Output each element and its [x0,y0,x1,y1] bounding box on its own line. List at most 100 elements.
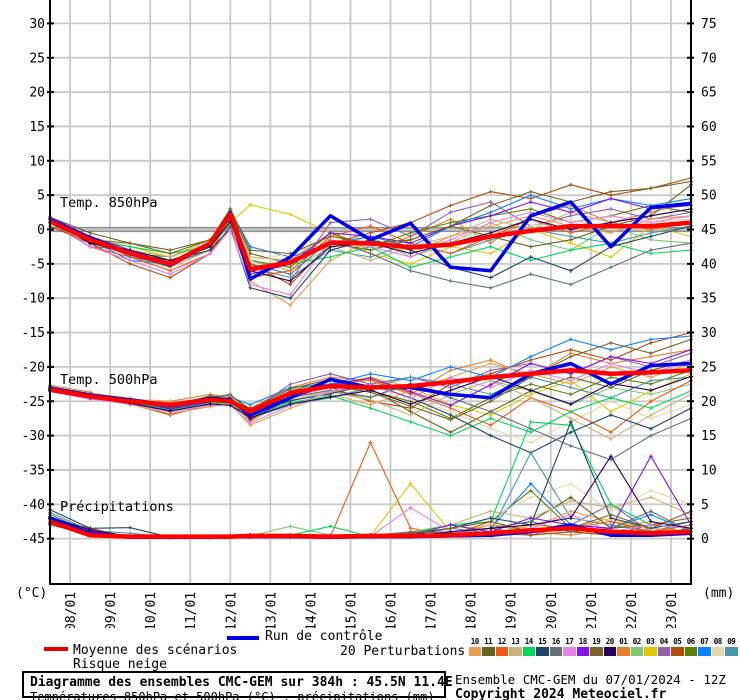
svg-text:20/01: 20/01 [545,592,560,628]
ensemble-mean [49,519,692,539]
perturbation-swatch-07: 07 [698,638,712,656]
svg-text:45: 45 [701,223,717,238]
svg-text:20: 20 [29,86,45,101]
perturbation-color-box [725,647,738,656]
ensemble-chart: 302520151050-5-10-15-20-25-30-35-40-4575… [16,0,734,628]
svg-text:20: 20 [701,395,717,410]
svg-text:40: 40 [701,257,717,272]
svg-text:19/01: 19/01 [505,592,520,628]
member-10 [49,362,692,426]
perturbation-color-box [711,647,724,656]
svg-text:12/01: 12/01 [224,592,239,628]
svg-text:10/01: 10/01 [144,592,159,628]
perturbation-swatch-19: 19 [590,638,604,656]
svg-text:15: 15 [29,120,45,135]
perturbation-color-box [522,647,535,656]
snow-risk-legend-label: Risque neige [73,657,167,672]
svg-text:25: 25 [701,360,717,375]
perturbation-swatch-01: 01 [617,638,631,656]
svg-text:22/01: 22/01 [625,592,640,628]
perturbation-number: 09 [727,637,736,646]
chart-title-box: Diagramme des ensembles CMC-GEM sur 384h… [22,671,453,700]
svg-text:10: 10 [701,463,717,478]
svg-text:-45: -45 [22,532,45,547]
perturbation-number: 06 [686,637,696,646]
mean-legend-swatch [44,647,68,651]
mean-legend-label: Moyenne des scénarios [73,643,238,658]
perturbation-number: 16 [551,637,561,646]
svg-text:0: 0 [701,532,709,547]
perturbation-swatch-17: 17 [563,638,577,656]
perturbation-swatch-03: 03 [644,638,658,656]
perturbation-number: 07 [700,637,709,646]
svg-text:15/01: 15/01 [344,592,359,628]
perturbation-number: 19 [592,637,601,646]
member-05 [49,332,692,416]
perturbation-swatch-08: 08 [711,638,725,656]
copyright-label: Copyright 2024 Meteociel.fr [455,687,667,700]
axis-unit-labels: (°C) (mm) [16,586,734,601]
svg-text:09/01: 09/01 [104,592,119,628]
svg-text:11/01: 11/01 [184,592,199,628]
perturbation-number: 12 [497,637,507,646]
svg-text:(mm): (mm) [703,586,734,601]
svg-text:Précipitations: Précipitations [60,499,174,515]
perturbation-number: 11 [484,637,493,646]
run-source-label: Ensemble CMC-GEM du 07/01/2024 - 12Z [455,672,726,687]
perturbation-swatch-20: 20 [603,638,617,656]
perturbation-swatch-14: 14 [522,638,536,656]
perturbation-swatch-12: 12 [495,638,509,656]
perturbation-color-box [536,647,549,656]
perturbation-swatch-18: 18 [576,638,590,656]
svg-text:5: 5 [701,498,709,513]
svg-text:-10: -10 [22,292,45,307]
svg-text:55: 55 [701,154,717,169]
grid-lines [50,0,691,584]
perturbation-number: 20 [605,637,615,646]
perturbation-number: 14 [524,637,534,646]
perturbation-color-box [590,647,603,656]
perturbation-number: 15 [538,637,547,646]
perturbations-legend-label: 20 Perturbations [340,644,466,659]
svg-text:18/01: 18/01 [465,592,480,628]
perturbation-swatch-11: 11 [482,638,496,656]
svg-text:08/01: 08/01 [64,592,79,628]
perturbation-swatch-09: 09 [725,638,739,656]
svg-text:75: 75 [701,17,717,32]
panel-labels: Temp. 850hPa Temp. 500hPa Précipitations [60,195,174,515]
svg-text:-35: -35 [22,463,45,478]
perturbation-color-box [576,647,589,656]
svg-text:5: 5 [37,189,45,204]
member-14 [49,216,692,268]
ensemble-mean [49,212,692,272]
svg-text:23/01: 23/01 [665,592,680,628]
member-12 [49,218,692,279]
perturbation-number: 03 [646,637,655,646]
perturbation-color-box [617,647,630,656]
member-12 [49,441,692,538]
perturbation-color-box [644,647,657,656]
perturbation-swatch-05: 05 [671,638,685,656]
svg-text:65: 65 [701,86,717,101]
perturbation-color-box [603,647,616,656]
left-axis-labels: 30 25 20 15 10 5 0 -5 -10 -15 -20 -25 -30 -35 -40 -45 [22,17,45,547]
perturbation-number: 02 [632,637,642,646]
svg-text:16/01: 16/01 [385,592,400,628]
svg-text:15: 15 [701,429,717,444]
perturbation-number: 08 [713,637,723,646]
perturbation-swatch-06: 06 [684,638,698,656]
perturbation-color-box [468,647,481,656]
member-14 [49,389,692,437]
perturbation-number: 17 [565,637,574,646]
svg-text:Temp. 850hPa: Temp. 850hPa [60,195,158,211]
svg-text:14/01: 14/01 [304,592,319,628]
perturbation-color-box [495,647,508,656]
perturbation-color-box [549,647,562,656]
perturbation-color-box [509,647,522,656]
svg-text:17/01: 17/01 [425,592,440,628]
svg-text:13/01: 13/01 [264,592,279,628]
member-05 [49,177,692,286]
svg-text:35: 35 [701,292,717,307]
